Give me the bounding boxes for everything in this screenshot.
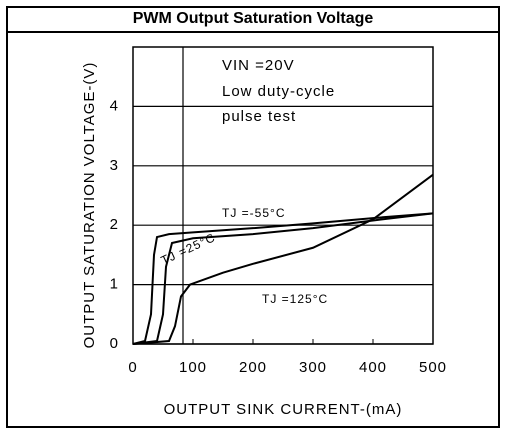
annotation: Low duty-cycle	[222, 83, 335, 100]
x-tick-label: 200	[239, 359, 267, 376]
x-axis-label: OUTPUT SINK CURRENT-(mA)	[164, 401, 403, 418]
annotation: VIN =20V	[222, 57, 295, 74]
x-tick-label: 100	[179, 359, 207, 376]
series-line	[132, 173, 434, 345]
x-tick-label: 500	[419, 359, 447, 376]
x-tick-label: 300	[299, 359, 327, 376]
series-label: TJ =25°C	[159, 230, 218, 267]
x-tick-label: 0	[128, 359, 137, 376]
y-tick-label: 3	[110, 157, 119, 174]
series-label: TJ =-55°C	[222, 206, 285, 220]
series-line	[132, 212, 434, 345]
y-tick-label: 2	[110, 216, 119, 233]
outer-frame	[6, 6, 500, 428]
x-tick-label: 400	[359, 359, 387, 376]
y-axis-label: OUTPUT SATURATION VOLTAGE-(V)	[81, 62, 98, 349]
series-line	[132, 212, 434, 345]
chart-title: PWM Output Saturation Voltage	[133, 10, 374, 27]
y-tick-label: 4	[110, 97, 119, 114]
y-tick-label: 0	[110, 335, 119, 352]
y-tick-label: 1	[110, 276, 119, 293]
series-label: TJ =125°C	[262, 292, 328, 306]
annotation: pulse test	[222, 108, 296, 125]
